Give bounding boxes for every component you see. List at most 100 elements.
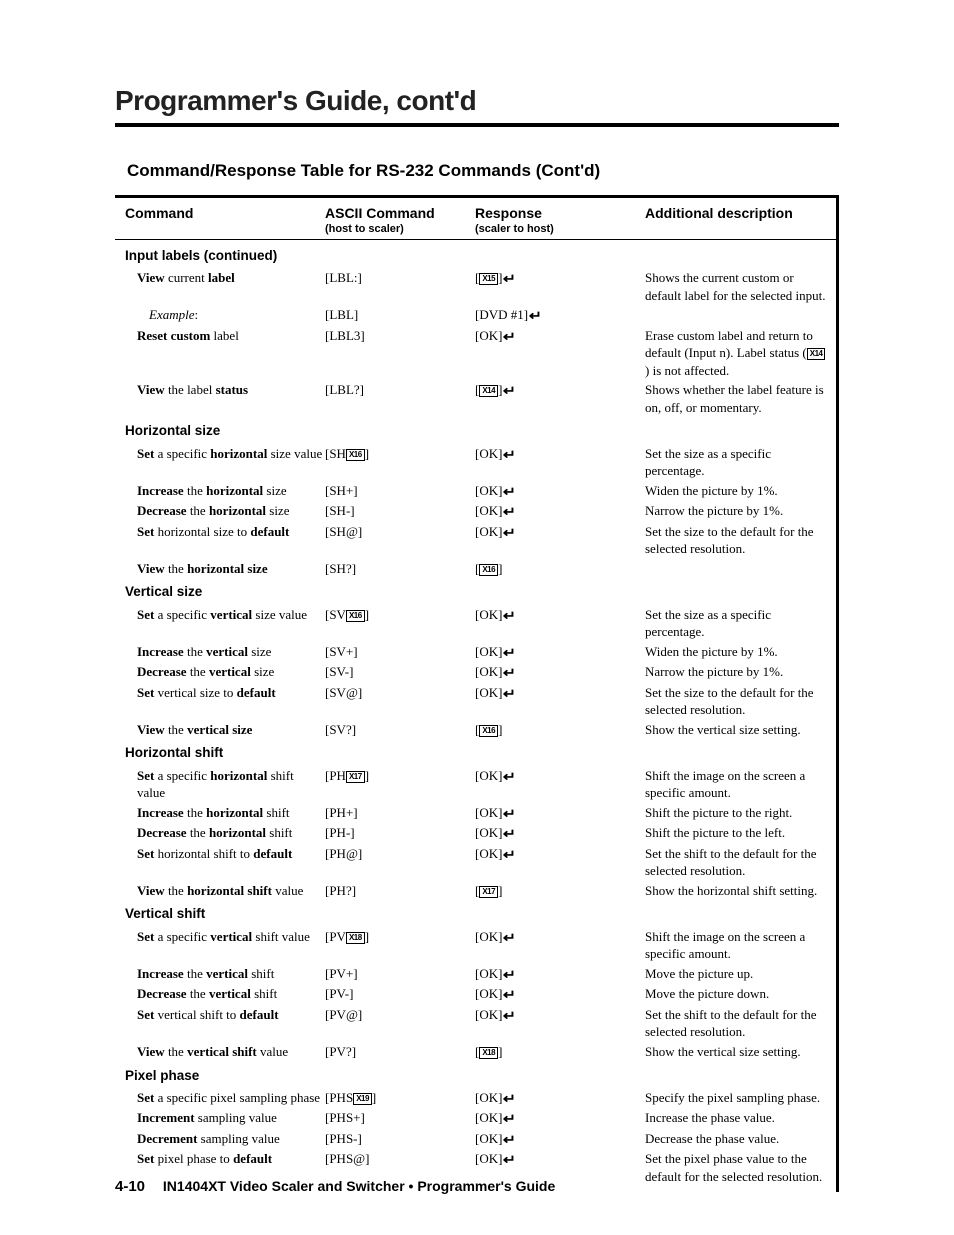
cell-c4: Set the size to the default for the sele… xyxy=(645,684,830,719)
table-row: View current label[LBL:][X15]↵Shows the … xyxy=(115,268,836,305)
cell-c2: [PH@] xyxy=(325,845,475,863)
table-header-row: Command ASCII Command (host to scaler) R… xyxy=(115,198,836,239)
table-row: Decrease the vertical shift[PV-][OK]↵Mov… xyxy=(115,984,836,1005)
cell-c3: [OK]↵ xyxy=(475,606,645,625)
cell-c1: Set vertical shift to default xyxy=(125,1006,325,1024)
cell-c3: [OK]↵ xyxy=(475,482,645,501)
cell-c3: [OK]↵ xyxy=(475,1006,645,1025)
table-body: Input labels (continued)View current lab… xyxy=(115,242,836,1187)
table-row: View the vertical shift value[PV?][X18]S… xyxy=(115,1042,836,1062)
cell-c2: [SH?] xyxy=(325,560,475,578)
table-row: Increase the vertical shift[PV+][OK]↵Mov… xyxy=(115,964,836,985)
cell-c1: Decrease the vertical shift xyxy=(125,985,325,1003)
cell-c3: [OK]↵ xyxy=(475,327,645,346)
table-row: Set a specific horizontal shift value[PH… xyxy=(115,766,836,803)
table-row: Increase the horizontal shift[PH+][OK]↵S… xyxy=(115,803,836,824)
cell-c3: [X17] xyxy=(475,882,645,900)
cell-c4: Shows whether the label feature is on, o… xyxy=(645,381,830,416)
table-row: Example:[LBL][DVD #1]↵ xyxy=(115,305,836,326)
cell-c4: Show the vertical size setting. xyxy=(645,1043,830,1061)
cell-c2: [LBL] xyxy=(325,306,475,324)
table-row: Increase the vertical size[SV+][OK]↵Wide… xyxy=(115,642,836,663)
cell-c1: View the horizontal size xyxy=(125,560,325,578)
cell-c4: Shift the image on the screen a specific… xyxy=(645,928,830,963)
page-footer: 4-10 IN1404XT Video Scaler and Switcher … xyxy=(115,1178,555,1195)
cell-c3: [OK]↵ xyxy=(475,445,645,464)
cell-c4: Increase the phase value. xyxy=(645,1109,830,1127)
cell-c2: [SHX16] xyxy=(325,445,475,463)
cell-c2: [PHS@] xyxy=(325,1150,475,1168)
cell-c2: [PHX17] xyxy=(325,767,475,785)
cell-c1: Increase the vertical shift xyxy=(125,965,325,983)
cell-c2: [PHS+] xyxy=(325,1109,475,1127)
cell-c3: [OK]↵ xyxy=(475,1130,645,1149)
cell-c2: [PH-] xyxy=(325,824,475,842)
header-ascii: ASCII Command (host to scaler) xyxy=(325,204,475,237)
cell-c2: [PH?] xyxy=(325,882,475,900)
table-row: Set vertical shift to default[PV@][OK]↵S… xyxy=(115,1005,836,1042)
cell-c4: Set the shift to the default for the sel… xyxy=(645,845,830,880)
cell-c1: Set horizontal size to default xyxy=(125,523,325,541)
cell-c2: [SV+] xyxy=(325,643,475,661)
cell-c4: Widen the picture by 1%. xyxy=(645,482,830,500)
cell-c4: Set the size as a specific percentage. xyxy=(645,606,830,641)
footer-text: IN1404XT Video Scaler and Switcher • Pro… xyxy=(163,1178,555,1194)
cell-c1: Set a specific horizontal shift value xyxy=(125,767,325,802)
cell-c1: Example: xyxy=(125,306,325,324)
cell-c2: [PV@] xyxy=(325,1006,475,1024)
section-header: Vertical shift xyxy=(125,901,830,925)
cell-c2: [PHS-] xyxy=(325,1130,475,1148)
cell-c4: Narrow the picture by 1%. xyxy=(645,663,830,681)
cell-c2: [PH+] xyxy=(325,804,475,822)
page-number: 4-10 xyxy=(115,1178,145,1195)
cell-c2: [PVX18] xyxy=(325,928,475,946)
header-description: Additional description xyxy=(645,204,830,223)
cell-c1: Decrease the horizontal size xyxy=(125,502,325,520)
cell-c4: Show the vertical size setting. xyxy=(645,721,830,739)
section-subtitle: Command/Response Table for RS-232 Comman… xyxy=(127,161,839,181)
cell-c1: View the label status xyxy=(125,381,325,399)
cell-c2: [SH@] xyxy=(325,523,475,541)
cell-c1: Decrease the horizontal shift xyxy=(125,824,325,842)
cell-c3: [OK]↵ xyxy=(475,965,645,984)
table-row: Reset custom label[LBL3][OK]↵Erase custo… xyxy=(115,326,836,381)
cell-c2: [SVX16] xyxy=(325,606,475,624)
cell-c1: View the vertical shift value xyxy=(125,1043,325,1061)
cell-c1: Set a specific horizontal size value xyxy=(125,445,325,463)
cell-c3: [OK]↵ xyxy=(475,1109,645,1128)
cell-c3: [OK]↵ xyxy=(475,684,645,703)
header-response: Response (scaler to host) xyxy=(475,204,645,237)
cell-c3: [X14]↵ xyxy=(475,381,645,400)
header-separator xyxy=(115,239,836,240)
cell-c3: [OK]↵ xyxy=(475,985,645,1004)
cell-c1: Increment sampling value xyxy=(125,1109,325,1127)
cell-c1: Increase the horizontal size xyxy=(125,482,325,500)
cell-c4: Move the picture down. xyxy=(645,985,830,1003)
table-row: Set vertical size to default[SV@][OK]↵Se… xyxy=(115,683,836,720)
cell-c4: Show the horizontal shift setting. xyxy=(645,882,830,900)
cell-c1: Set horizontal shift to default xyxy=(125,845,325,863)
cell-c1: View current label xyxy=(125,269,325,287)
cell-c4: Shift the image on the screen a specific… xyxy=(645,767,830,802)
cell-c1: Set a specific pixel sampling phase xyxy=(125,1089,325,1107)
table-row: Set a specific pixel sampling phase[PHSX… xyxy=(115,1088,836,1109)
cell-c2: [SH+] xyxy=(325,482,475,500)
cell-c3: [X16] xyxy=(475,721,645,739)
cell-c4: Specify the pixel sampling phase. xyxy=(645,1089,830,1107)
cell-c4: Narrow the picture by 1%. xyxy=(645,502,830,520)
cell-c2: [LBL:] xyxy=(325,269,475,287)
cell-c4: Shift the picture to the right. xyxy=(645,804,830,822)
table-row: Set a specific horizontal size value[SHX… xyxy=(115,444,836,481)
section-header: Vertical size xyxy=(125,579,830,603)
cell-c3: [OK]↵ xyxy=(475,502,645,521)
cell-c3: [OK]↵ xyxy=(475,663,645,682)
cell-c3: [OK]↵ xyxy=(475,804,645,823)
cell-c2: [PV+] xyxy=(325,965,475,983)
cell-c3: [OK]↵ xyxy=(475,845,645,864)
table-row: View the vertical size[SV?][X16]Show the… xyxy=(115,720,836,740)
cell-c4: Move the picture up. xyxy=(645,965,830,983)
cell-c2: [PV-] xyxy=(325,985,475,1003)
cell-c4: Decrease the phase value. xyxy=(645,1130,830,1148)
table-row: Decrease the horizontal size[SH-][OK]↵Na… xyxy=(115,501,836,522)
cell-c1: View the vertical size xyxy=(125,721,325,739)
